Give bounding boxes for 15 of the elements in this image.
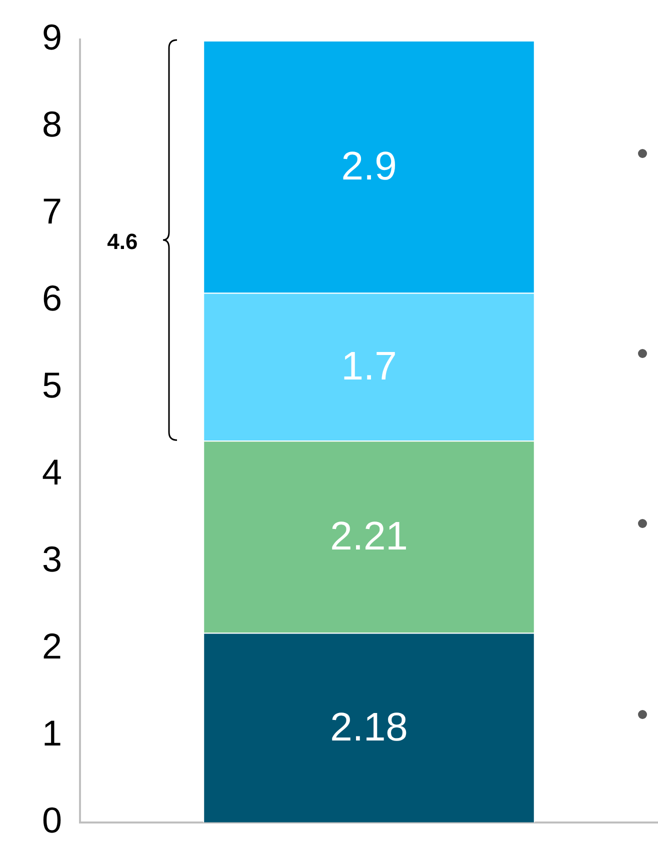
- y-tick-label: 3: [42, 538, 62, 580]
- annotation: 4.6: [107, 228, 138, 255]
- data-label: 2.18: [330, 706, 408, 750]
- y-tick-label: 7: [42, 190, 62, 232]
- y-tick-label: 9: [42, 16, 62, 58]
- y-tick-label: 5: [42, 364, 62, 406]
- y-tick-label: 6: [42, 277, 62, 318]
- y-tick-label: 8: [42, 104, 62, 144]
- y-tick-label: 0: [42, 799, 62, 840]
- y-tick-label: 2: [42, 625, 62, 666]
- data-label: 2.9: [341, 144, 397, 189]
- data-label: 2.21: [330, 514, 408, 559]
- y-tick-label: 4: [42, 451, 62, 492]
- data-label: 1.7: [341, 344, 397, 389]
- y-tick-label: 1: [42, 712, 62, 754]
